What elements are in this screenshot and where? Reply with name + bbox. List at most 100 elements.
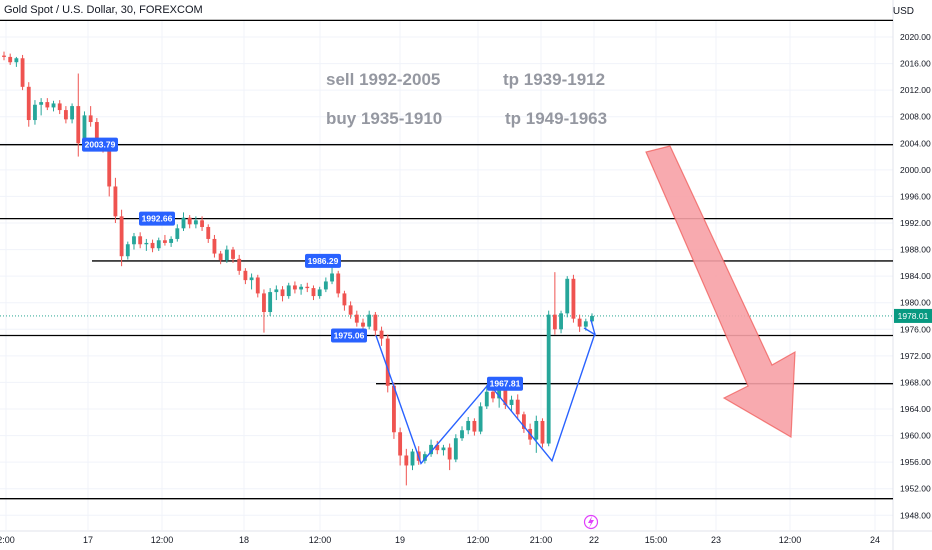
annotation-text: buy 1935-1910 [326, 109, 442, 128]
candle-up [497, 387, 502, 408]
candle-body [181, 217, 186, 229]
candle-down [212, 234, 217, 258]
y-tick-label: 2012.00 [900, 85, 931, 95]
y-tick-label: 1984.00 [900, 271, 931, 281]
candle-down [113, 177, 118, 223]
candle-body [590, 315, 594, 322]
lightning-icon [583, 514, 599, 530]
x-tick-label: 15:00 [645, 535, 668, 545]
candle-body [497, 390, 502, 399]
candle-body [20, 58, 25, 87]
level-label: 1967.81 [487, 376, 523, 391]
candle-up [268, 288, 273, 316]
candle-down [348, 301, 353, 319]
candle-down [540, 418, 545, 448]
candle-down [255, 274, 260, 298]
level-label-box [305, 253, 341, 268]
candle-body [466, 420, 471, 431]
candle-up [460, 426, 464, 441]
y-tick-label: 2016.00 [900, 59, 931, 69]
candle-up [125, 241, 130, 260]
annotation-text: tp 1939-1912 [503, 70, 605, 89]
candle-body [571, 278, 576, 319]
candle-body [521, 414, 526, 429]
candle-body [435, 444, 440, 451]
candle-down [218, 250, 223, 265]
candle-body [361, 322, 365, 327]
candle-body [292, 285, 297, 290]
candle-body [305, 286, 310, 289]
candle-body [429, 444, 433, 455]
candle-body [472, 420, 477, 432]
candle-up [429, 439, 433, 457]
time-axis[interactable]: 2:00 17 12:00 18 12:00 19 12:00 21:00 22 15:00 23 1… [0, 535, 880, 545]
candle-up [156, 237, 161, 251]
candle-down [447, 443, 452, 471]
level-label-text: 1986.29 [308, 256, 339, 266]
candle-down [187, 215, 192, 229]
candle-body [299, 286, 304, 290]
candle-body [45, 102, 50, 108]
candle-body [33, 104, 37, 121]
y-tick-label: 2000.00 [900, 165, 931, 175]
candle-body [385, 338, 390, 386]
candle-body [268, 292, 273, 313]
candle-up [33, 100, 37, 125]
price-axis[interactable]: 2020.00 2016.00 2012.00 2008.00 2004.00 2000.… [894, 32, 932, 520]
candle-body [231, 249, 235, 259]
candle-up [132, 232, 136, 250]
candle-body [144, 242, 149, 245]
candle-up [169, 236, 174, 247]
level-label-box [487, 376, 523, 391]
candle-body [193, 220, 198, 225]
level-labels: 2003.79 1992.66 1986.29 1975.06 1967.81 [82, 137, 523, 391]
candle-up [39, 98, 44, 116]
candle-body [26, 86, 31, 121]
candle-down [76, 73, 81, 157]
candle-up [323, 277, 328, 293]
y-tick-label: 1996.00 [900, 191, 931, 201]
candle-down [515, 394, 520, 420]
candle-up [317, 286, 322, 299]
x-tick-label: 22 [589, 535, 599, 545]
candle-body [422, 454, 427, 461]
candle-down [472, 418, 477, 436]
candle-body [8, 56, 13, 63]
candle-body [218, 253, 223, 261]
candle-down [305, 282, 310, 293]
candle-down [521, 411, 526, 433]
candle-body [515, 399, 520, 415]
candle-body [212, 238, 217, 254]
candle-up [410, 448, 415, 471]
candle-down [2, 51, 6, 61]
candle-down [311, 285, 316, 301]
candle-body [583, 321, 588, 327]
y-tick-label: 1976.00 [900, 324, 931, 334]
candle-down [200, 216, 204, 231]
candle-down [150, 239, 155, 253]
candle-down [392, 382, 396, 439]
candle-body [552, 314, 557, 330]
candle-down [577, 314, 582, 332]
y-tick-label: 1960.00 [900, 431, 931, 441]
candle-body [94, 122, 99, 142]
candle-body [125, 244, 130, 257]
candle-down [435, 440, 440, 455]
candle-up [249, 273, 254, 290]
candle-body [559, 313, 563, 330]
candle-down [354, 310, 359, 327]
candle-body [175, 228, 180, 239]
candle-body [280, 289, 285, 297]
candle-down [385, 334, 390, 393]
candle-body [163, 240, 167, 243]
y-tick-label: 2008.00 [900, 112, 931, 122]
candle-body [286, 285, 291, 297]
candle-down [45, 98, 50, 111]
current-price-text: 1978.01 [898, 311, 929, 321]
candle-body [14, 58, 19, 63]
candle-body [447, 447, 452, 460]
y-tick-label: 2020.00 [900, 32, 931, 42]
candle-down [206, 224, 211, 243]
chart-title: Gold Spot / U.S. Dollar, 30, FOREXCOM [4, 4, 203, 16]
